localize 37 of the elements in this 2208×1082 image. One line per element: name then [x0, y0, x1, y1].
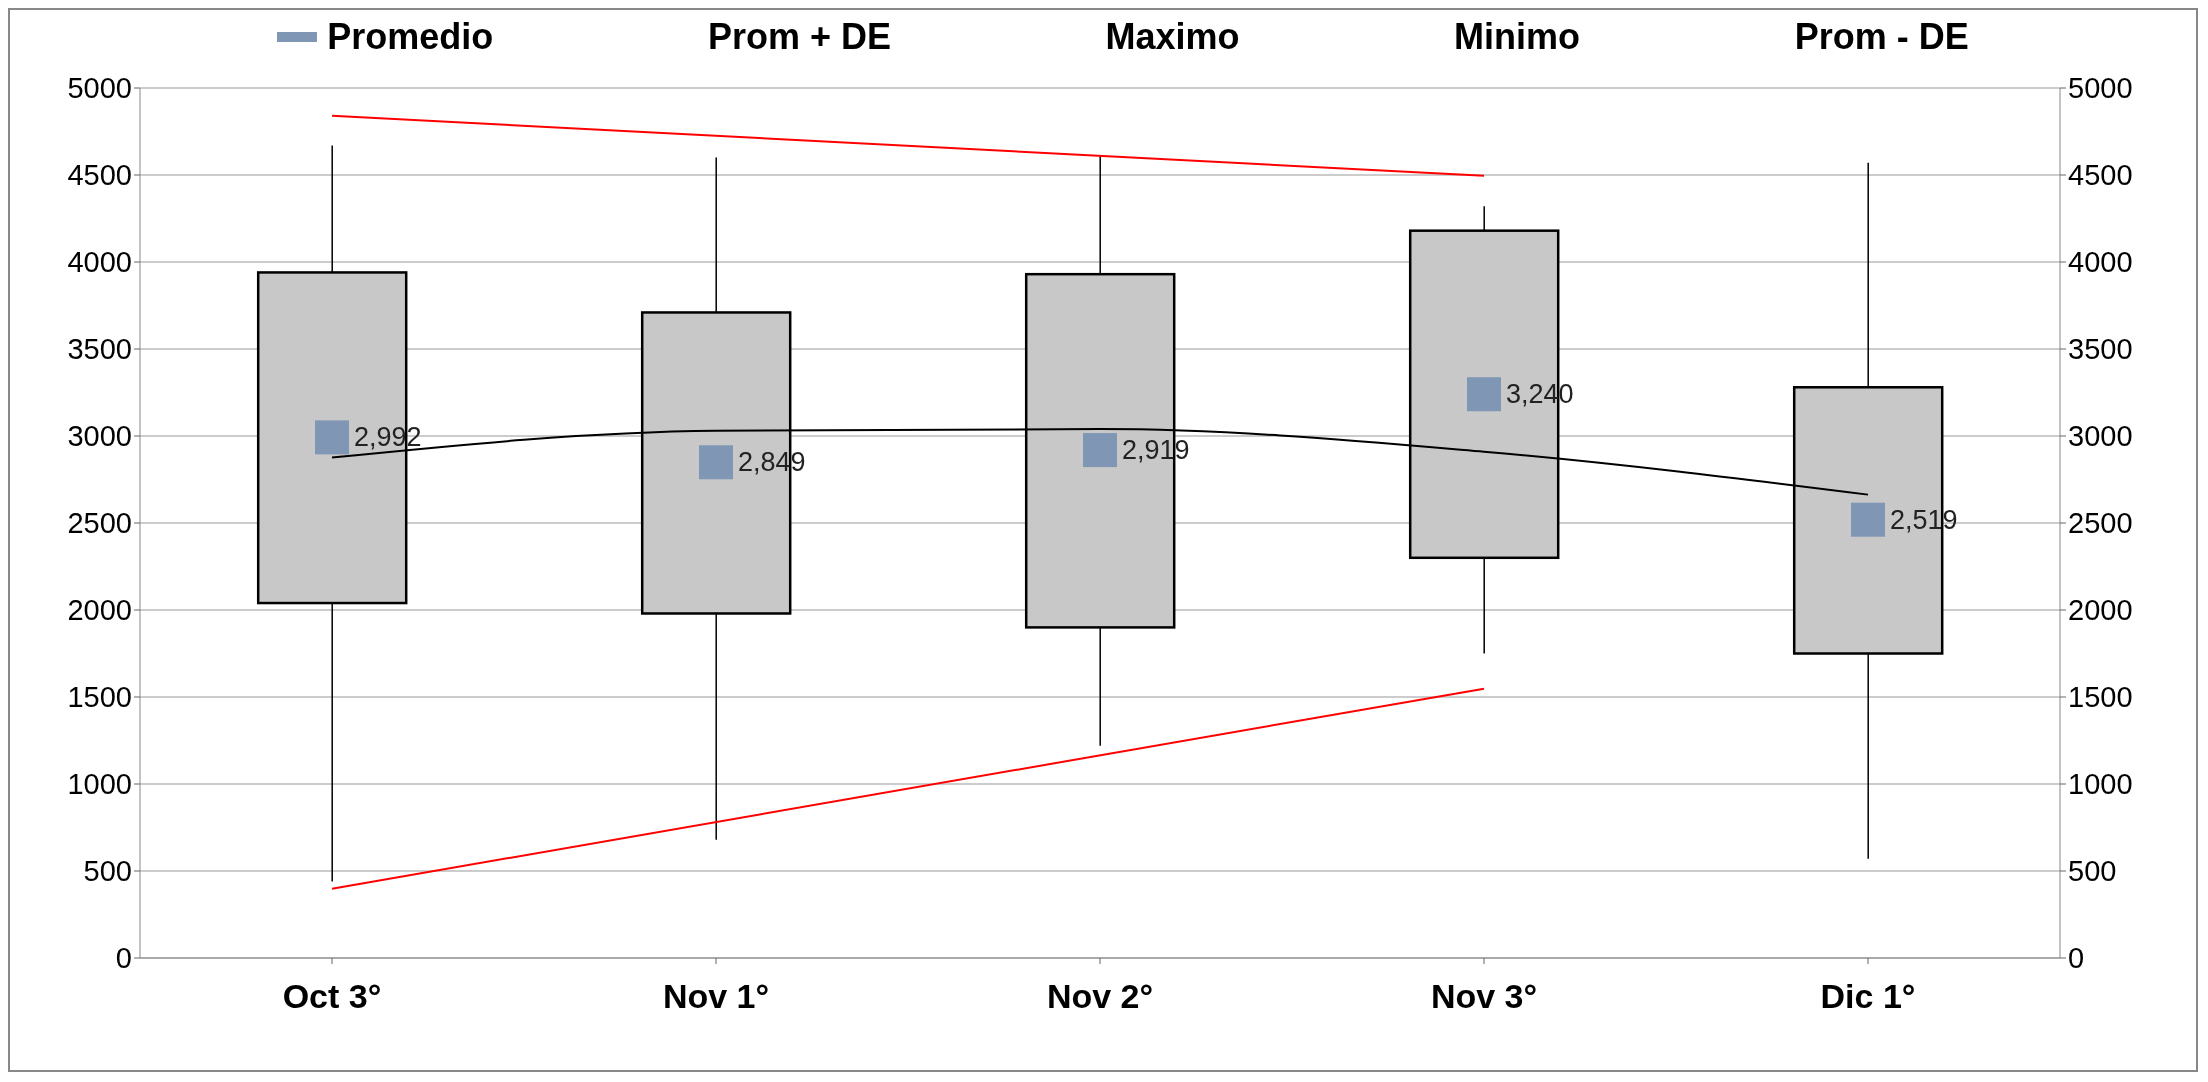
y2-tick-label: 4500 [2068, 159, 2133, 192]
y-tick-label: 2000 [67, 594, 132, 627]
text: Maximo [1105, 16, 1240, 58]
y2-tick-label: 5000 [2068, 72, 2133, 105]
y-tick-label: 1000 [67, 768, 132, 801]
text: Prom + DE [707, 16, 891, 58]
y-tick-label: 2500 [67, 507, 132, 540]
point [1083, 433, 1117, 468]
y2-tick-label: 1500 [2068, 681, 2133, 714]
y2-tick-label: 2000 [2068, 594, 2133, 627]
x-tick-label: Nov 3° [1430, 977, 1538, 1016]
y-tick-label: 3500 [67, 333, 132, 366]
y-tick-label: 4000 [67, 246, 132, 279]
text: Minimo [1454, 16, 1581, 58]
text: Prom - DE [1794, 16, 1969, 58]
y-tick-label: 4500 [67, 159, 132, 192]
y2-tick-label: 0 [2068, 942, 2085, 975]
y-tick-label: 0 [115, 942, 132, 975]
y2-tick-label: 3500 [2068, 333, 2133, 366]
y-tick-label: 3000 [67, 420, 132, 453]
x-tick-label: Oct 3° [282, 977, 382, 1016]
y2-tick-label: 1000 [2068, 768, 2133, 801]
y-tick-label: 500 [83, 855, 132, 888]
y2-tick-label: 3000 [2068, 420, 2133, 453]
y2-tick-label: 500 [2068, 855, 2117, 888]
y-tick-label: 1500 [67, 681, 132, 714]
y2-tick-label: 2500 [2068, 507, 2133, 540]
legend-label: Promedio [327, 16, 494, 58]
y2-tick-label: 4000 [2068, 246, 2133, 279]
point [699, 445, 733, 480]
point [1851, 502, 1885, 537]
y-tick-label: 5000 [67, 72, 132, 105]
point [1467, 377, 1501, 412]
x-tick-label: Nov 1° [662, 977, 770, 1016]
x-tick-label: Nov 2° [1046, 977, 1154, 1016]
x-tick-label: Dic 1° [1820, 977, 1916, 1016]
point [315, 420, 349, 455]
